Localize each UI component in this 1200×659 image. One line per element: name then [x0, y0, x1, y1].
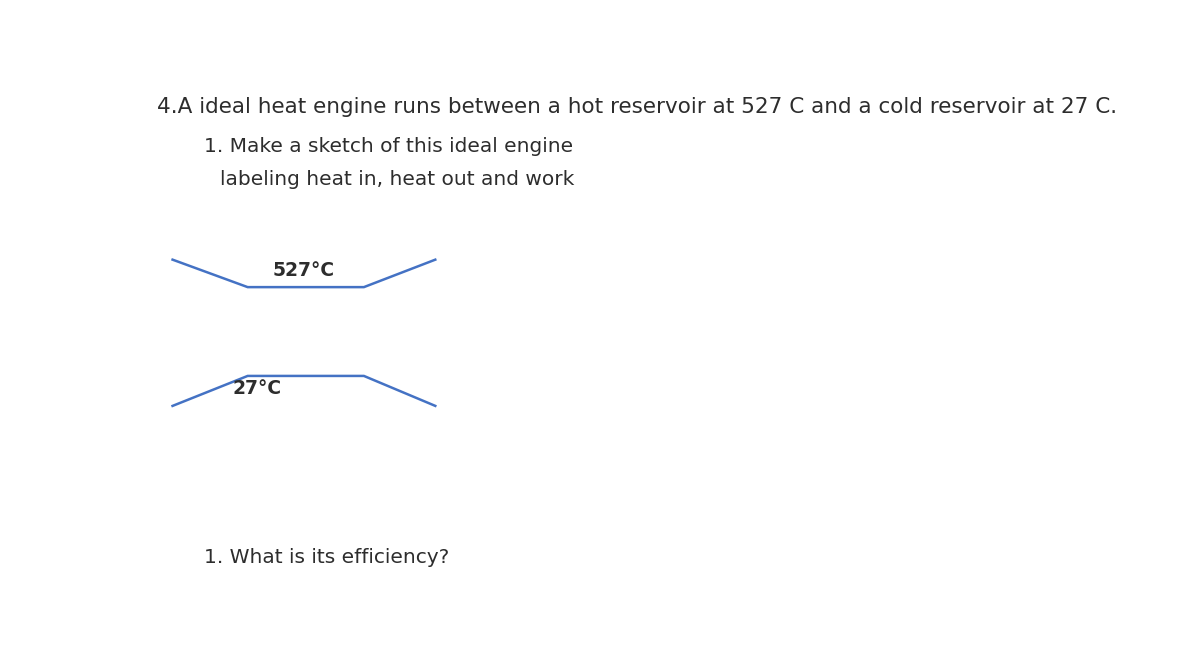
Text: 4.A ideal heat engine runs between a hot reservoir at 527 C and a cold reservoir: 4.A ideal heat engine runs between a hot… [157, 97, 1117, 117]
Text: labeling heat in, heat out and work: labeling heat in, heat out and work [220, 171, 574, 189]
Text: 527°C: 527°C [272, 262, 335, 280]
Text: 27°C: 27°C [233, 379, 282, 398]
Text: 1. What is its efficiency?: 1. What is its efficiency? [204, 548, 449, 567]
Text: 1. Make a sketch of this ideal engine: 1. Make a sketch of this ideal engine [204, 138, 574, 156]
